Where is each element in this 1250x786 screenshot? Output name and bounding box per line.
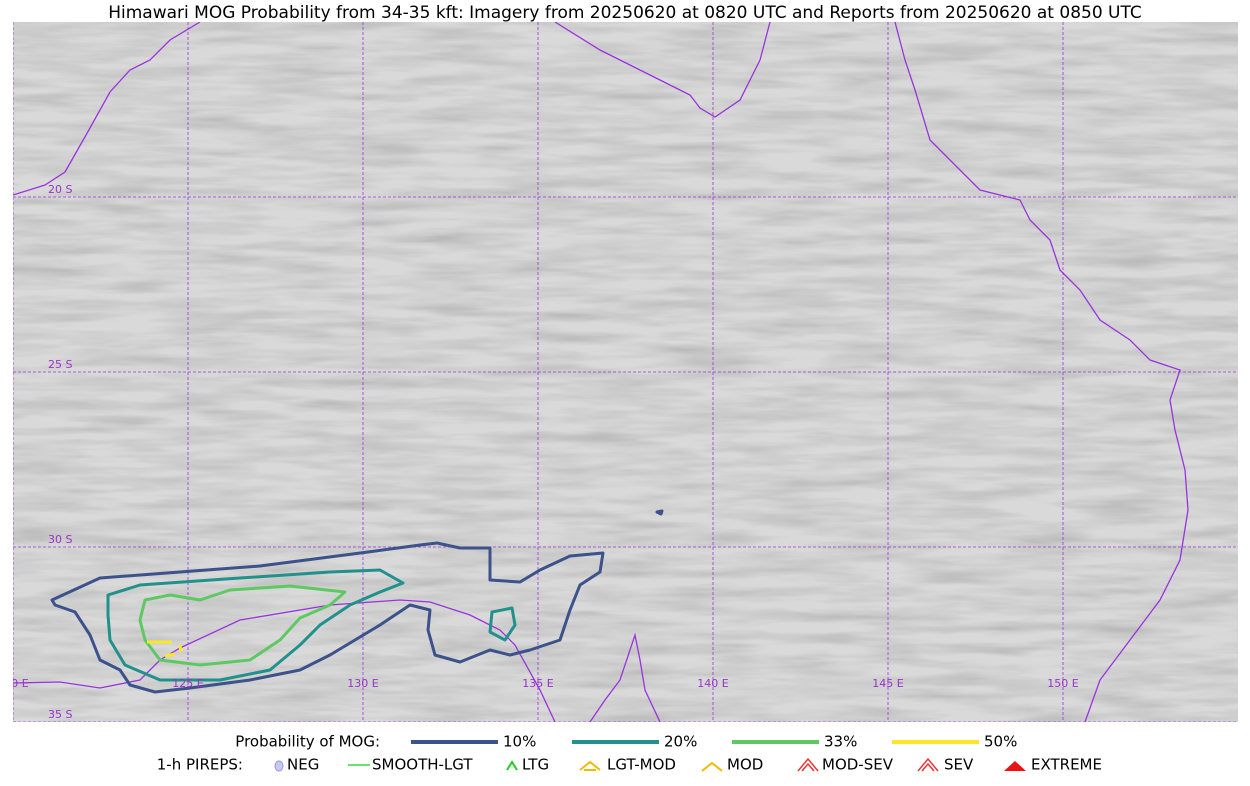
lon-label: 125 E bbox=[172, 677, 203, 690]
legend-label: MOD-SEV bbox=[822, 756, 894, 774]
ltg-icon bbox=[506, 760, 518, 771]
contour-10 bbox=[50, 541, 605, 694]
legend-title: Probability of MOG: bbox=[235, 733, 380, 751]
contour-33 bbox=[138, 584, 347, 667]
legend-label: NEG bbox=[287, 756, 319, 774]
legend-label: SEV bbox=[944, 756, 974, 774]
mod-icon bbox=[701, 761, 723, 772]
mod-sev-icon bbox=[797, 757, 819, 772]
legend-title: 1-h PIREPS: bbox=[157, 756, 243, 774]
lat-label: 25 S bbox=[48, 358, 72, 371]
lgt-mod-icon bbox=[579, 760, 601, 771]
lon-labels: 120 E 125 E 130 E 135 E 140 E 145 E 150 E bbox=[0, 677, 1079, 690]
lon-label: 145 E bbox=[872, 677, 903, 690]
lon-label: 120 E bbox=[0, 677, 29, 690]
extreme-icon bbox=[1004, 761, 1026, 771]
legend-label: 20% bbox=[664, 733, 697, 751]
legend-label: LTG bbox=[522, 756, 549, 774]
legend-label: 10% bbox=[503, 733, 536, 751]
lon-label: 150 E bbox=[1047, 677, 1078, 690]
contour-20 bbox=[106, 568, 405, 682]
sev-icon bbox=[917, 757, 939, 772]
coastline bbox=[554, 22, 771, 118]
neg-icon bbox=[274, 760, 284, 772]
coastline bbox=[13, 22, 201, 196]
pirep-legend: 1-h PIREPS: NEG SMOOTH-LGT LTG LGT-MOD MOD MO… bbox=[157, 756, 1102, 774]
contour-50 bbox=[147, 640, 183, 658]
legend-label: SMOOTH-LGT bbox=[372, 756, 473, 774]
coastline bbox=[589, 632, 661, 722]
contour-20 bbox=[488, 606, 517, 642]
lat-label: 30 S bbox=[48, 533, 72, 546]
coastline bbox=[894, 22, 1189, 722]
legend-label: 50% bbox=[984, 733, 1017, 751]
lat-label: 35 S bbox=[48, 708, 72, 721]
map: 20 S 25 S 30 S 35 S 120 E 125 E 130 E 135 E 140… bbox=[0, 22, 1238, 722]
legend-label: 33% bbox=[824, 733, 857, 751]
contour-10 bbox=[655, 509, 664, 516]
legend-label: LGT-MOD bbox=[607, 756, 676, 774]
lon-label: 130 E bbox=[347, 677, 378, 690]
lat-label: 20 S bbox=[48, 183, 72, 196]
contours bbox=[50, 509, 664, 694]
graticule bbox=[13, 22, 1238, 722]
probability-legend: Probability of MOG: 10% 20% 33% 50% bbox=[235, 733, 1017, 751]
title: Himawari MOG Probability from 34-35 kft:… bbox=[108, 3, 1142, 23]
lon-label: 135 E bbox=[522, 677, 553, 690]
lat-labels: 20 S 25 S 30 S 35 S bbox=[48, 183, 72, 721]
lon-label: 140 E bbox=[697, 677, 728, 690]
legend-label: EXTREME bbox=[1031, 756, 1102, 774]
legend-label: MOD bbox=[727, 756, 763, 774]
